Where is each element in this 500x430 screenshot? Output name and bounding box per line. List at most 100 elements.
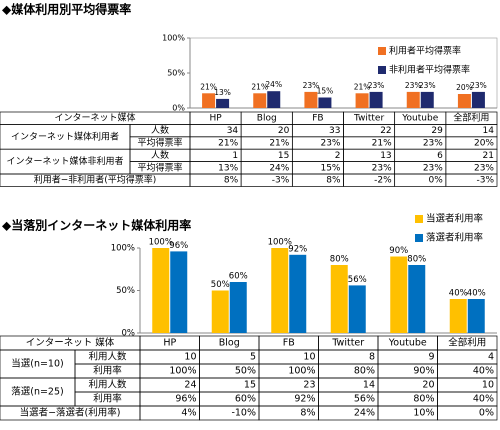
table-text: 4 (488, 352, 494, 363)
legend-swatch (378, 47, 386, 55)
value-label: 13% (214, 88, 231, 97)
table-text: 10 (303, 352, 315, 363)
x-tick-label: Blog (257, 114, 277, 124)
table-text: 4% (181, 408, 196, 419)
table-text: 20% (474, 139, 494, 149)
table-text: 人数 (151, 149, 169, 161)
table-text: 14 (483, 126, 495, 136)
x-tick-label: HP (163, 338, 176, 349)
table-text: 92% (294, 394, 315, 405)
table-text: 23% (423, 163, 443, 173)
x-tick-label: HP (209, 114, 222, 124)
bar (318, 97, 332, 108)
value-label: 23% (303, 81, 320, 90)
table-text: 8% (326, 176, 341, 186)
table-text: 0% (479, 408, 494, 419)
bar (330, 265, 348, 333)
x-tick-label: FB (283, 338, 295, 349)
bar (253, 93, 267, 108)
value-label: 21% (200, 82, 217, 91)
table-text: 23% (372, 163, 392, 173)
bar (211, 290, 229, 333)
bar (348, 285, 366, 333)
bar (369, 91, 383, 108)
x-tick-label: Twitter (353, 114, 384, 124)
table-text: 40% (473, 394, 494, 405)
table-text: 13% (218, 163, 238, 173)
y-tick-label: 50% (167, 69, 185, 78)
value-label: 92% (288, 244, 307, 254)
bar (390, 256, 408, 333)
table-text: 当選(n=10) (11, 358, 63, 370)
y-tick-label: 0% (172, 104, 185, 113)
table-text: 利用人数 (88, 379, 127, 391)
table-text: 0% (429, 176, 444, 186)
table-text: 21% (218, 139, 238, 149)
table-text: 80% (413, 394, 434, 405)
bar (267, 91, 281, 108)
table-text: -3% (476, 176, 494, 186)
chart-title: ◆当落別インターネット媒体利用率 (2, 218, 191, 233)
y-tick-label: 100% (162, 34, 185, 43)
y-tick-label: 100% (111, 244, 135, 254)
table-text: 23% (474, 163, 494, 173)
value-label: 80% (407, 255, 426, 265)
table-text: 100% (169, 366, 196, 377)
value-label: 90% (389, 246, 408, 256)
table-text: 50% (235, 366, 256, 377)
table-text: 20 (278, 126, 290, 136)
table-text: 人数 (151, 124, 169, 136)
table-text: 13 (380, 151, 391, 161)
table-text: -10% (231, 408, 256, 419)
legend-label: 当選者利用率 (426, 213, 484, 225)
table-text: 10 (482, 380, 494, 391)
value-label: 23% (419, 81, 436, 90)
table-text: 21% (372, 139, 392, 149)
bar (271, 248, 289, 333)
bar (355, 93, 369, 108)
table-text: 24% (269, 163, 289, 173)
table-text: インターネット媒体 (54, 112, 135, 124)
table-text: 15 (278, 151, 289, 161)
value-label: 15% (317, 87, 334, 96)
table-text: 14 (363, 380, 375, 391)
table-text: 9 (428, 352, 434, 363)
y-tick-label: 0% (122, 329, 136, 339)
table-text: 平均得票率 (137, 137, 182, 149)
value-label: 60% (229, 272, 248, 282)
table-text: 8 (369, 352, 375, 363)
bar (304, 91, 318, 108)
table-text: 利用者−非利用者(平均得票率) (34, 174, 157, 186)
legend-label: 落選者利用率 (426, 232, 484, 244)
value-label: 23% (368, 81, 385, 90)
value-label: 21% (354, 82, 371, 91)
table-text: 落選(n=25) (11, 386, 63, 398)
bar (457, 94, 471, 108)
x-tick-label: FB (312, 114, 323, 124)
value-label: 100% (149, 238, 173, 248)
chart-title: ◆媒体利用別平均得票率 (2, 2, 131, 17)
bar (202, 93, 216, 108)
value-label: 21% (251, 82, 268, 91)
value-label: 56% (348, 275, 367, 285)
table-text: 23 (303, 380, 315, 391)
bar (420, 91, 434, 108)
legend-label: 利用者平均得票率 (389, 45, 461, 57)
value-label: 40% (467, 289, 486, 299)
table-text: 24 (184, 380, 196, 391)
y-tick-label: 50% (116, 286, 135, 296)
table-cell (437, 405, 498, 421)
table-text: -3% (272, 176, 290, 186)
table-text: 56% (354, 394, 375, 405)
table-text: 6 (437, 151, 443, 161)
table-text: 5 (250, 352, 256, 363)
bar (170, 251, 188, 333)
table-text: 15% (320, 163, 340, 173)
bar (467, 299, 485, 333)
bar (406, 91, 420, 108)
table-text: 60% (235, 394, 256, 405)
table-text: 100% (288, 366, 315, 377)
legend-swatch (378, 66, 386, 74)
x-tick-label: 全部利用 (448, 337, 486, 349)
table-text: インターネット媒体利用者 (11, 130, 119, 142)
